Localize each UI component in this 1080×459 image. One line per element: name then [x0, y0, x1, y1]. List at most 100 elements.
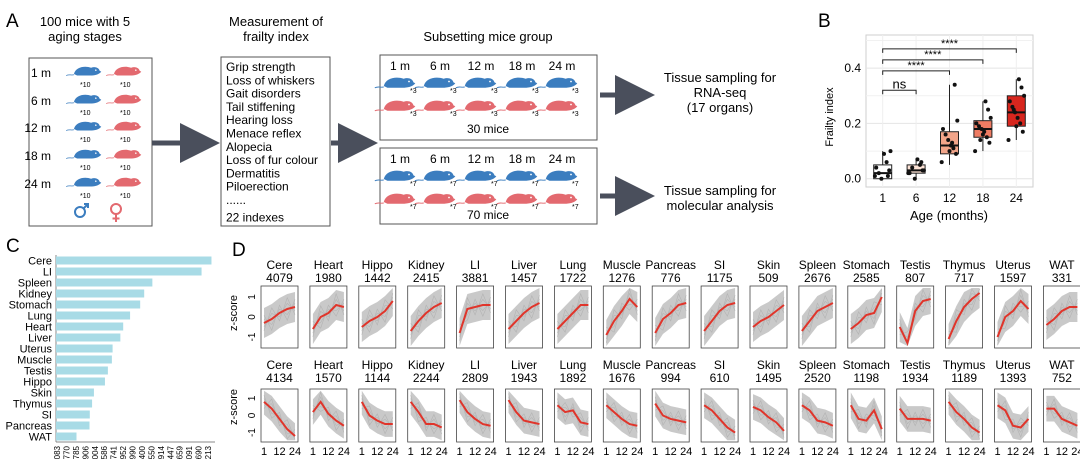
organ-name-label: Thymus: [943, 258, 986, 272]
data-point: [954, 151, 958, 156]
subset-age-label: 18 m: [509, 59, 536, 73]
cohort-age-label: 18 m: [24, 149, 51, 163]
subset-female-count: *7: [491, 204, 498, 211]
organ-name-label: Thymus: [943, 358, 986, 372]
member-gene-line: [655, 295, 687, 331]
frailty-box: [220, 56, 331, 227]
female-mouse-icon: [536, 193, 578, 205]
cluster-mean-line: [898, 408, 931, 422]
member-gene-line: [312, 298, 345, 334]
data-point: [977, 124, 981, 129]
member-gene-line: [899, 401, 931, 430]
organ-name-label: Testis: [900, 258, 931, 272]
male-count-label: *10: [80, 82, 91, 89]
subset-male-count: *7: [410, 181, 417, 188]
x-tick-label: 24: [827, 446, 839, 458]
organ-name-label: Skin: [757, 358, 780, 372]
member-gene-line: [997, 288, 1029, 345]
x-tick-label: 24: [289, 446, 301, 458]
x-tick-label: 12: [762, 446, 774, 458]
gene-count-label: 331: [1052, 271, 1072, 285]
member-gene-line: [801, 401, 834, 428]
data-point: [912, 176, 917, 181]
gene-count-label: 2585: [853, 271, 880, 285]
member-gene-line: [850, 301, 882, 337]
subset-female-count: *3: [410, 111, 417, 118]
x-tick-label: 6: [913, 191, 920, 205]
x-tick-label: 4659: [176, 445, 185, 459]
member-gene-line: [948, 404, 980, 437]
y-tick-label: -1: [247, 428, 258, 437]
y-tick-label: 1: [247, 294, 258, 300]
female-mouse-icon: [455, 100, 497, 112]
member-gene-line: [752, 300, 785, 327]
member-gene-line: [703, 401, 736, 433]
frailty-index-item: ......: [226, 193, 246, 207]
member-gene-line: [654, 396, 687, 431]
member-gene-line: [459, 402, 491, 433]
male-symbol-icon: [74, 203, 89, 218]
gene-count-label: 752: [1052, 371, 1072, 385]
data-point: [879, 176, 884, 181]
organ-name-label: Heart: [314, 258, 344, 272]
cluster-mean-line: [654, 402, 687, 424]
x-tick-label: 12: [958, 446, 970, 458]
subset-male-count: *3: [491, 88, 498, 95]
subset-age-label: 24 m: [549, 152, 576, 166]
x-tick-label: 24: [533, 446, 545, 458]
female-count-label: *10: [120, 193, 131, 200]
member-gene-line: [703, 298, 736, 336]
data-point: [1011, 107, 1016, 112]
member-gene-line: [655, 298, 687, 330]
y-tick-label: 0.0: [844, 172, 861, 186]
member-gene-line: [557, 300, 589, 327]
female-mouse-icon: [105, 66, 142, 76]
data-point: [943, 132, 948, 137]
bar: [56, 311, 131, 320]
subset-title: Subsetting mice group: [423, 29, 552, 44]
significance-bracket: [882, 70, 950, 75]
x-tick-label: 24: [338, 446, 350, 458]
subset-age-label: 1 m: [390, 59, 410, 73]
frailty-title-line2: frailty index: [243, 29, 309, 44]
female-count-label: *10: [120, 165, 131, 172]
male-count-label: *10: [80, 193, 91, 200]
data-point: [907, 171, 912, 176]
member-gene-line: [997, 398, 1029, 438]
x-tick-label: 12: [713, 446, 725, 458]
cluster-mean-line: [654, 302, 687, 334]
frailty-index-item: Grip strength: [226, 60, 295, 74]
female-mouse-icon: [455, 193, 497, 205]
x-tick-label: 2990: [129, 445, 138, 459]
data-point: [951, 146, 956, 151]
bar: [56, 432, 77, 441]
x-tick-label: 12: [322, 446, 334, 458]
data-point: [1014, 124, 1019, 129]
bar: [56, 289, 145, 298]
data-point: [1020, 129, 1025, 134]
x-tick-label: 12: [273, 446, 285, 458]
cohort-title-line1: 100 mice with 5: [40, 14, 130, 29]
bar: [56, 333, 121, 342]
member-gene-line: [1046, 405, 1078, 428]
organ-name-label: Kidney: [408, 358, 445, 372]
female-mouse-icon: [414, 100, 456, 112]
gene-count-label: 1570: [315, 371, 342, 385]
bar-category-label: Hippo: [23, 377, 52, 389]
data-point: [884, 160, 889, 165]
x-tick-label: 24: [1071, 446, 1080, 458]
cluster-mean-line: [752, 304, 785, 328]
panel-b: B Frailty index Age (months) 0.0 0.2 0.4 1 6…: [818, 11, 1034, 223]
subset-female-count: *7: [410, 204, 417, 211]
data-point: [882, 151, 886, 156]
cluster-mean-line: [801, 404, 834, 427]
molecular-line2: molecular analysis: [667, 198, 774, 213]
significance-bracket: [882, 48, 1017, 53]
organ-name-label: Skin: [757, 258, 780, 272]
y-tick-label: 0: [247, 314, 258, 320]
male-count-label: *10: [80, 165, 91, 172]
member-gene-line: [850, 289, 883, 335]
member-gene-line: [752, 305, 785, 332]
member-gene-line: [606, 298, 638, 333]
cluster-spread-area: [1046, 395, 1078, 439]
